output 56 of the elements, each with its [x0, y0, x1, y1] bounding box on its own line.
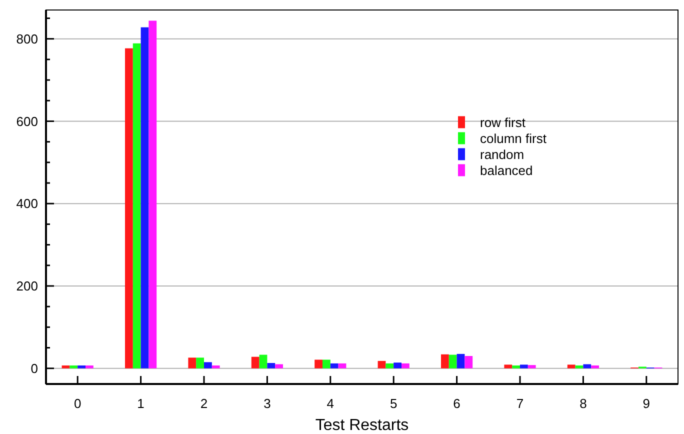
bar — [204, 362, 212, 368]
bar — [504, 364, 512, 368]
bar — [267, 362, 276, 368]
legend-label: balanced — [480, 162, 533, 178]
bar — [386, 363, 394, 368]
x-tick-label: 6 — [453, 396, 460, 411]
x-tick-label: 9 — [642, 396, 650, 411]
x-tick-label: 3 — [264, 396, 271, 411]
bar — [314, 360, 322, 368]
bar — [125, 48, 133, 368]
bar — [591, 365, 599, 368]
bar — [338, 363, 346, 368]
bar — [512, 365, 520, 368]
bar — [188, 358, 196, 368]
bar — [567, 364, 576, 368]
bar — [70, 365, 78, 368]
bar — [441, 354, 449, 368]
bar — [575, 365, 584, 368]
x-tick-label: 0 — [74, 396, 82, 411]
bar — [456, 354, 465, 368]
y-tick-label: 400 — [16, 196, 38, 212]
x-tick-label: 2 — [200, 396, 208, 411]
y-tick-label: 0 — [30, 360, 38, 376]
x-tick-label: 5 — [390, 396, 398, 411]
y-tick-label: 200 — [16, 278, 38, 294]
bar — [86, 365, 94, 368]
bar — [132, 43, 141, 368]
bar — [378, 360, 386, 368]
bar — [520, 364, 528, 368]
y-tick-label: 600 — [16, 114, 38, 129]
bar — [330, 363, 338, 368]
x-tick-label: 4 — [326, 396, 334, 411]
bar — [448, 354, 457, 368]
bar — [583, 364, 592, 368]
bar — [62, 365, 70, 368]
bar — [275, 364, 283, 368]
legend-label: random — [480, 146, 524, 162]
x-tick-label: 1 — [137, 396, 144, 411]
bar — [78, 365, 86, 368]
x-tick-label: 8 — [580, 396, 587, 411]
bar — [140, 27, 149, 368]
bar — [212, 365, 220, 368]
bar — [394, 362, 402, 368]
bar — [259, 354, 268, 368]
x-tick-label: 7 — [516, 396, 524, 411]
bar — [251, 356, 260, 368]
bar — [322, 360, 330, 368]
legend-label: column first — [480, 130, 547, 146]
bar — [464, 356, 473, 368]
bar — [402, 363, 410, 368]
bar — [148, 20, 157, 368]
x-axis-title: Test Restarts — [315, 417, 409, 434]
y-tick-label: 800 — [16, 31, 38, 46]
legend-label: row first — [480, 114, 526, 130]
bar — [528, 365, 536, 368]
bar — [196, 358, 204, 368]
